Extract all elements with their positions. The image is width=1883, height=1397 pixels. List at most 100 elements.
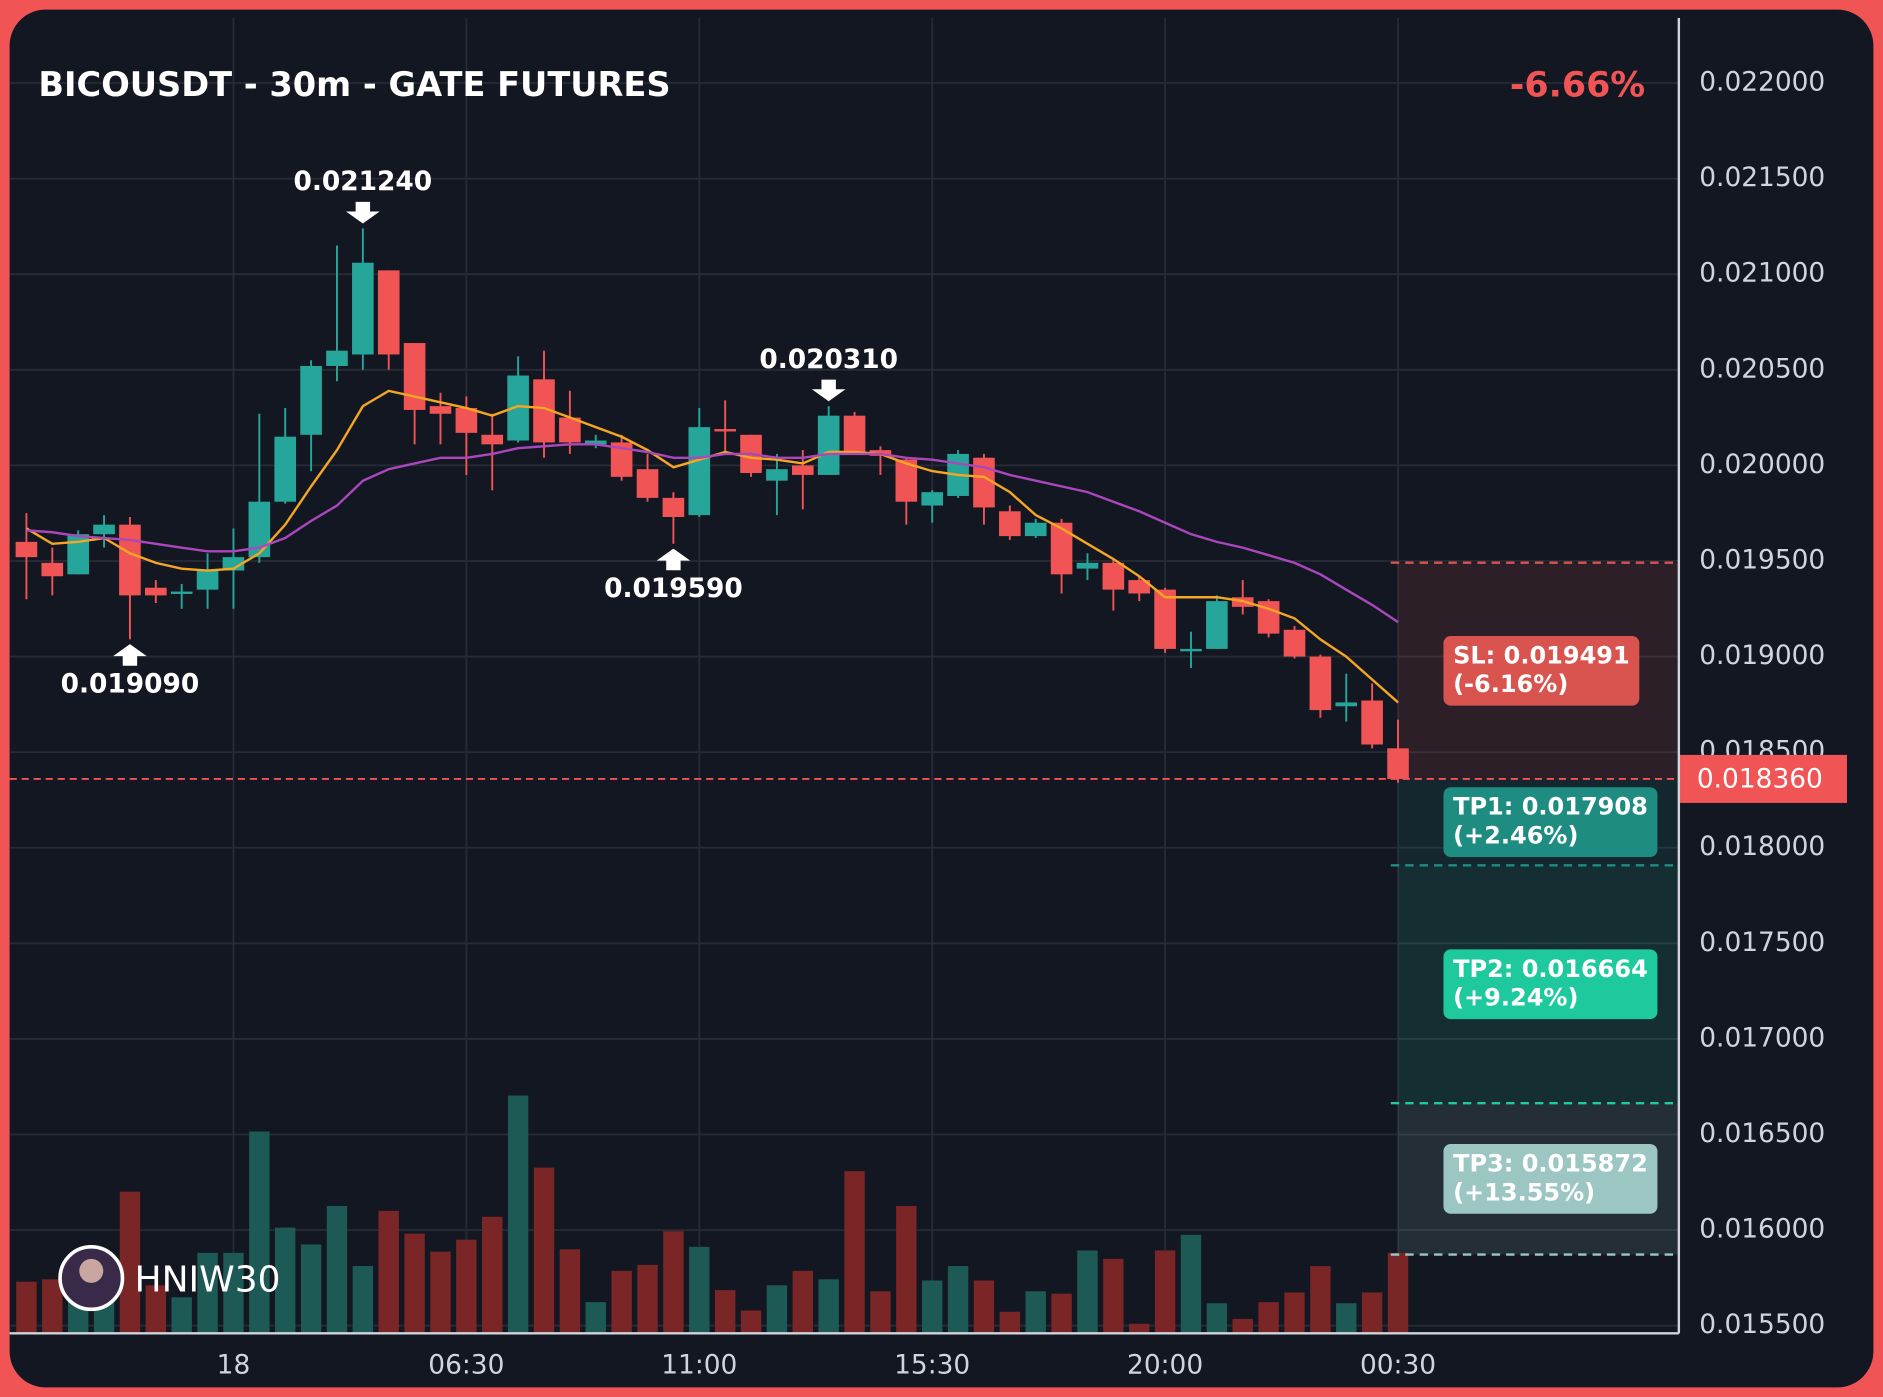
y-tick-label: 0.019500 [1699, 544, 1825, 575]
y-tick-label: 0.017000 [1699, 1022, 1825, 1053]
y-tick-label: 0.020000 [1699, 449, 1825, 480]
volume-bar [507, 1095, 529, 1334]
last-price-label: 0.018360 [1697, 764, 1823, 795]
candle-body [67, 534, 89, 575]
candle-body [921, 492, 944, 506]
candle-body [274, 436, 297, 502]
candle-body [222, 557, 245, 571]
candle-body [1102, 562, 1125, 590]
level-box [1443, 1144, 1658, 1214]
y-tick-label: 0.018000 [1699, 831, 1825, 862]
candle-body [636, 469, 659, 498]
volume-bar [482, 1216, 503, 1334]
volume-bar [637, 1264, 658, 1334]
candle-body [662, 497, 685, 517]
level-label: TP3: 0.015872 [1453, 1149, 1648, 1177]
candle-body [196, 570, 219, 590]
volume-bar [663, 1231, 684, 1334]
candle-body [145, 587, 167, 596]
candle-body [481, 434, 504, 445]
volume-bar [611, 1270, 632, 1334]
volume-bar [223, 1252, 244, 1334]
annotation-arrow [656, 548, 691, 571]
candle-body [999, 511, 1021, 537]
candle-body [584, 440, 607, 445]
candle-body [1206, 601, 1228, 649]
candle-body [119, 524, 141, 596]
candle-body [610, 442, 633, 477]
candle-body [1154, 589, 1176, 649]
volume-bar [352, 1266, 374, 1334]
ma-line [26, 443, 1399, 624]
candle-body [300, 365, 322, 435]
candle-body [533, 379, 555, 443]
level-change: (+13.55%) [1453, 1178, 1595, 1206]
candle-body [248, 501, 271, 558]
volume-bar [326, 1206, 348, 1334]
candle-body [429, 406, 452, 414]
volume-bar [1387, 1252, 1409, 1334]
level-change: (-6.16%) [1453, 670, 1568, 698]
volume-bar [844, 1171, 865, 1334]
x-tick-label: 18 [217, 1349, 251, 1380]
candle-body [1076, 562, 1099, 569]
y-tick-label: 0.015500 [1699, 1309, 1825, 1340]
candle-body [15, 541, 38, 558]
volume-bar [585, 1302, 606, 1334]
candle-body [791, 465, 814, 475]
annotation-arrow [346, 201, 380, 224]
volume-bar [197, 1252, 218, 1334]
volume-bar [1310, 1266, 1331, 1334]
volume-bar [1051, 1293, 1072, 1334]
candle-body [1128, 580, 1151, 594]
volume-bar [1077, 1250, 1098, 1334]
volume-bar [1284, 1292, 1305, 1334]
y-tick-label: 0.017500 [1699, 927, 1825, 958]
volume-bar [921, 1280, 943, 1334]
avatar-face [79, 1258, 104, 1283]
volume-bar [1154, 1250, 1176, 1334]
volume-bar [870, 1291, 891, 1334]
candle-body [41, 562, 64, 577]
candle-body [1257, 601, 1280, 634]
volume-bar [249, 1131, 270, 1334]
x-tick-label: 15:30 [894, 1349, 970, 1380]
candle-body [1180, 648, 1202, 652]
level-box [1443, 949, 1658, 1020]
candle-body [766, 469, 788, 481]
volume-bar [145, 1285, 167, 1334]
volume-bar [300, 1244, 322, 1334]
level-box [1443, 787, 1658, 857]
volume [16, 1095, 1409, 1334]
chart-title: BICOUSDT - 30m - GATE FUTURES [38, 65, 670, 104]
volume-bar [1206, 1303, 1228, 1334]
candles [15, 228, 1409, 783]
volume-bar [947, 1266, 969, 1334]
annotation-arrow [811, 379, 846, 402]
volume-bar [1129, 1323, 1150, 1334]
volume-bar [378, 1210, 399, 1334]
y-tick-label: 0.021500 [1699, 162, 1825, 193]
candle-body [559, 417, 581, 443]
candle-body [1024, 522, 1047, 537]
candle-body [1283, 629, 1306, 657]
y-tick-label: 0.020500 [1699, 353, 1825, 384]
y-tick-label: 0.016500 [1699, 1118, 1825, 1149]
volume-bar [1232, 1318, 1253, 1334]
x-tick-label: 06:30 [428, 1349, 504, 1380]
volume-bar [766, 1285, 788, 1334]
watermark: HNIW30 [135, 1260, 281, 1301]
annotation-label: 0.020310 [759, 344, 898, 375]
candle-body [1309, 656, 1332, 711]
annotation-label: 0.021240 [294, 166, 433, 197]
volume-bar [430, 1251, 451, 1334]
candle-body [507, 375, 529, 441]
candle-body [455, 408, 478, 433]
x-tick-label: 20:00 [1127, 1349, 1203, 1380]
candle-body [93, 524, 115, 535]
candle-body [1387, 748, 1409, 779]
candle-body [817, 415, 840, 475]
candle-body [377, 270, 400, 355]
volume-bar [404, 1233, 425, 1334]
